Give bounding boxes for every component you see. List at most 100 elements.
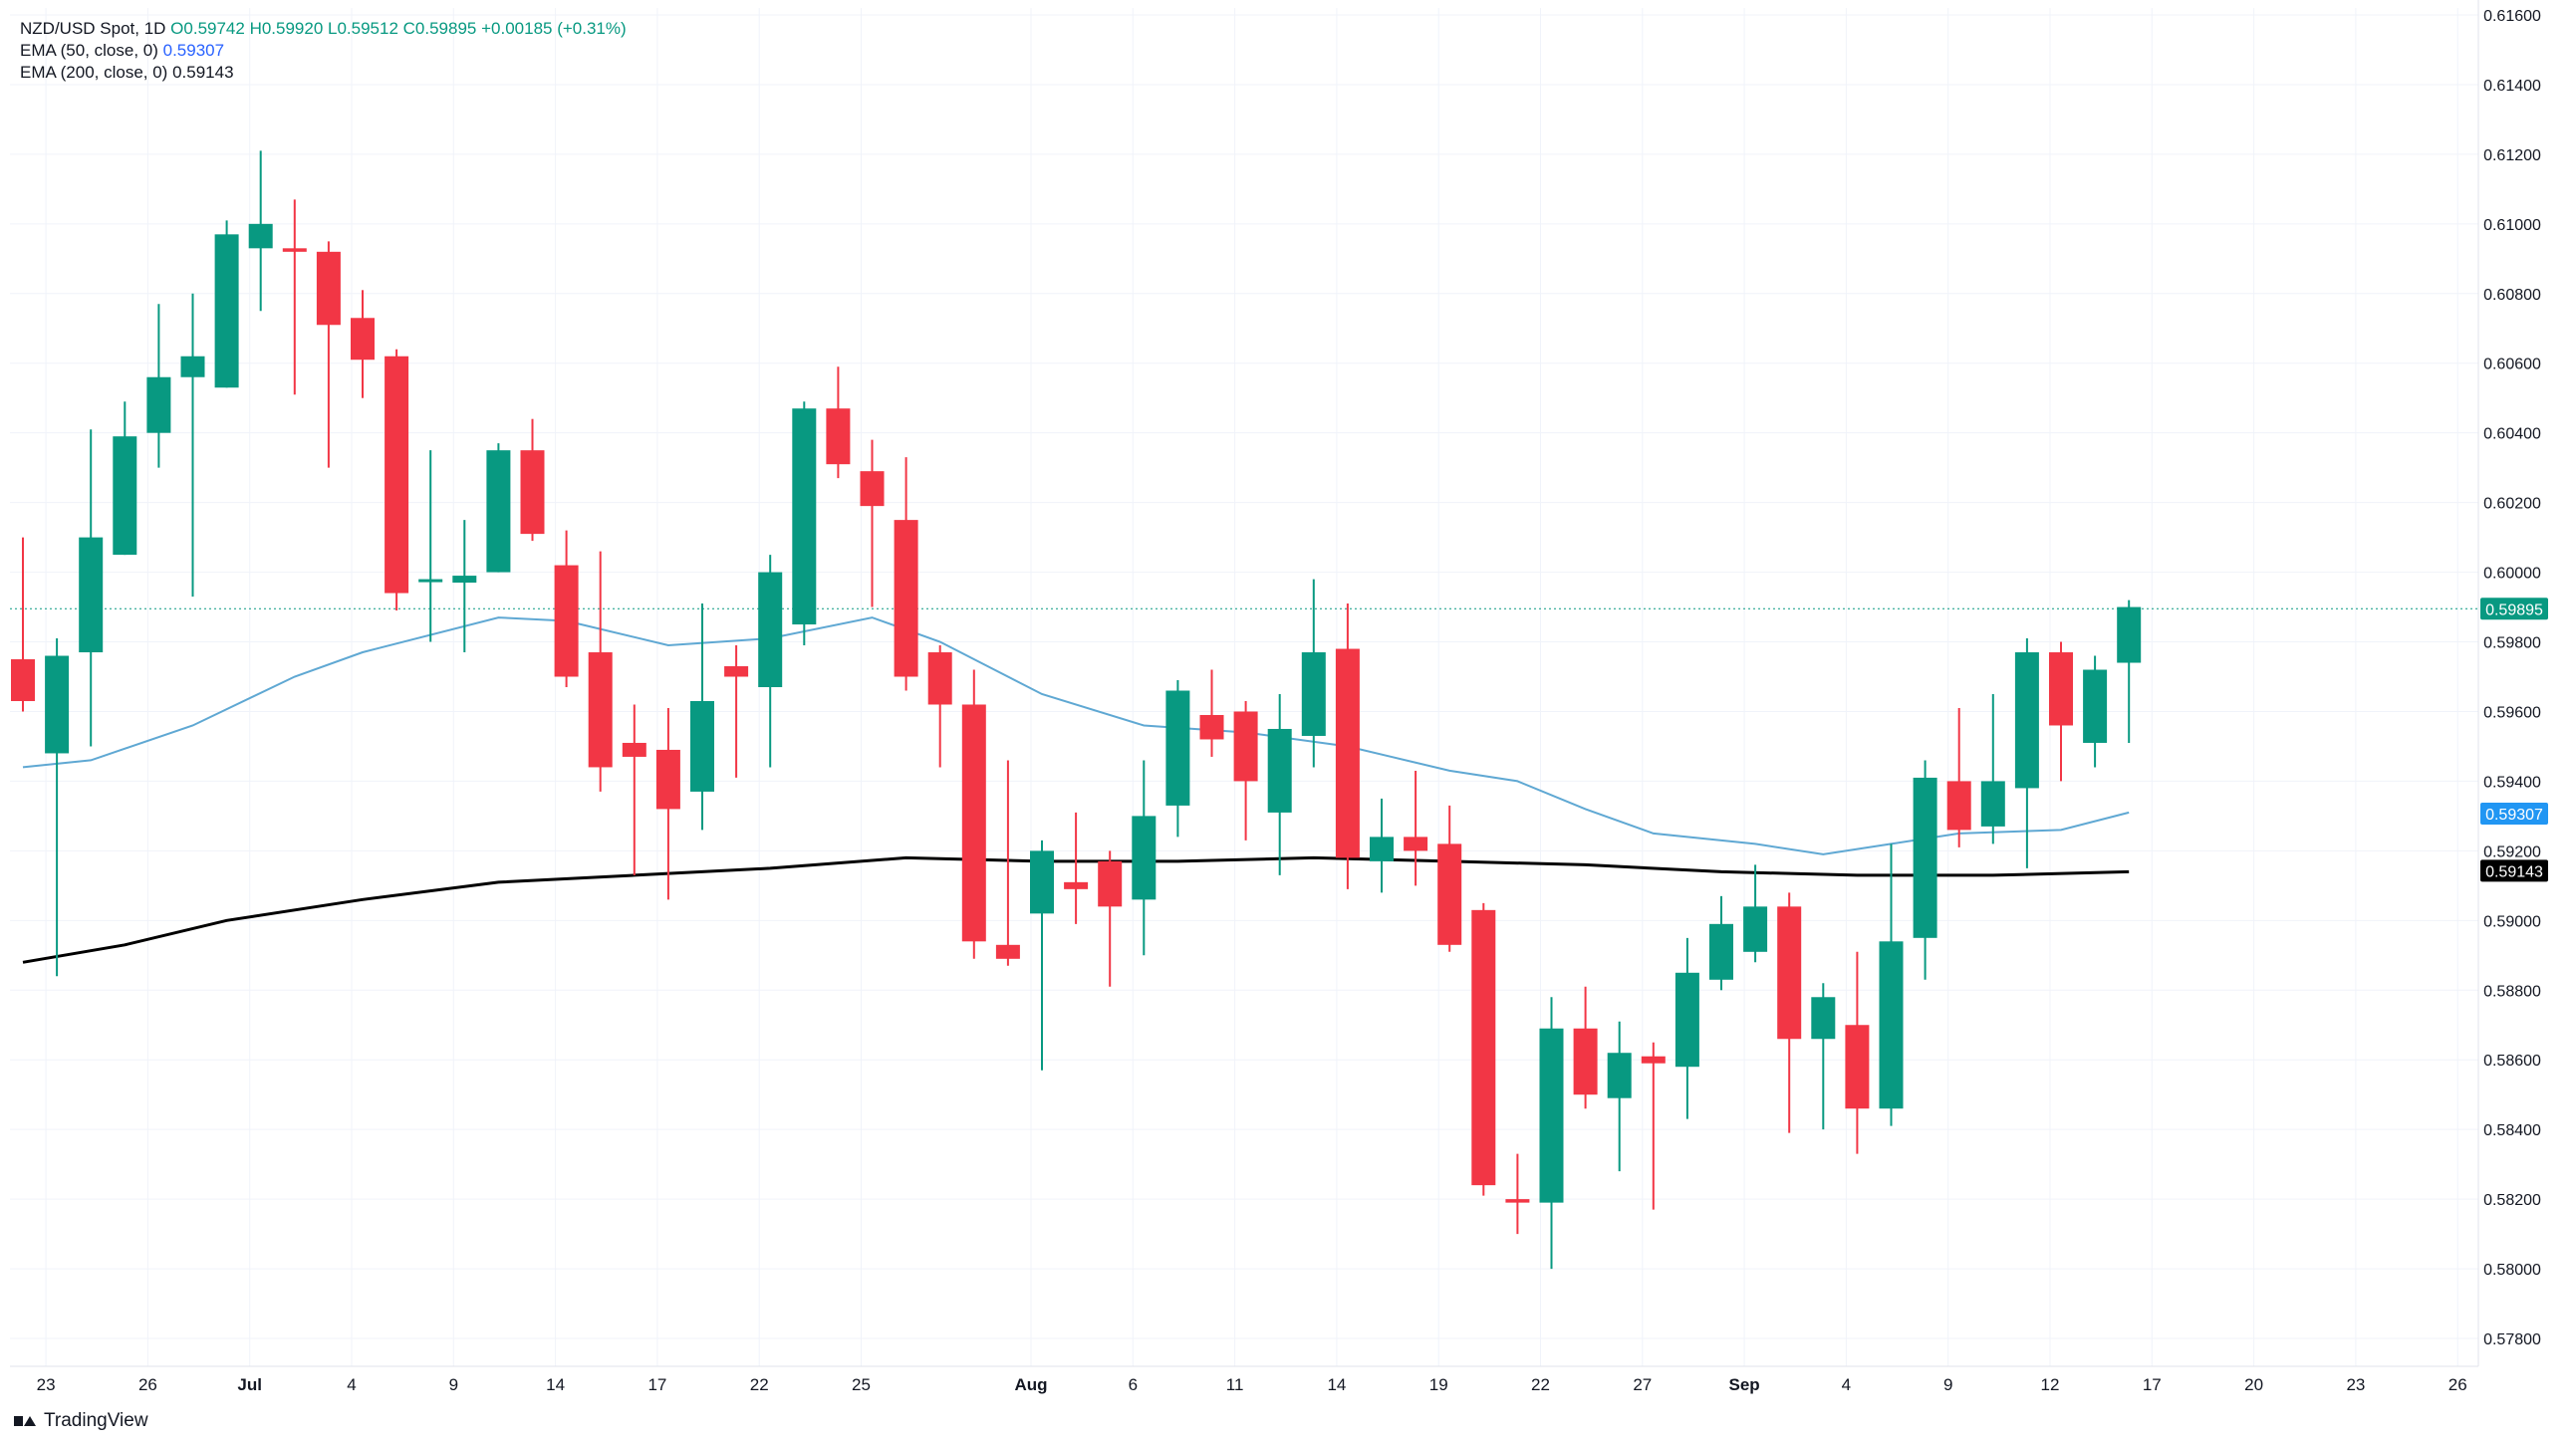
candle-body [2049, 652, 2073, 726]
candle [1811, 983, 1836, 1130]
price-tick-label: 0.59000 [2483, 913, 2541, 930]
candle [724, 645, 749, 778]
ema50-tag: 0.59307 [2480, 802, 2548, 825]
chart-grid [10, 8, 2478, 1366]
legend-ema50-row[interactable]: EMA (50, close, 0) 0.59307 [20, 40, 627, 62]
brand-name: TradingView [44, 1410, 148, 1431]
candle [961, 669, 986, 959]
candle [792, 401, 817, 646]
price-tick-label: 0.60600 [2483, 357, 2541, 373]
legend-ema200-value: 0.59143 [172, 63, 234, 82]
tradingview-logo-icon [14, 1414, 36, 1428]
candle [1845, 951, 1870, 1154]
candle [1505, 1153, 1530, 1235]
time-tick-label: 27 [1633, 1375, 1652, 1394]
time-tick-label: Aug [1014, 1375, 1047, 1394]
time-tick-label: 14 [546, 1375, 565, 1394]
candle-body [1980, 781, 2005, 827]
last-price-tag-bg [2480, 598, 2548, 620]
time-tick-label: 17 [647, 1375, 666, 1394]
time-tick-label: Jul [237, 1375, 262, 1394]
price-axis[interactable]: 0.57800 0.58000 0.58200 0.58400 0.58600 0.588… [2483, 8, 2541, 1348]
candle-body [1335, 648, 1360, 858]
time-tick-label: 11 [1226, 1375, 1244, 1394]
candle-body [2083, 669, 2108, 743]
candle-body [655, 749, 680, 810]
candle [1674, 937, 1699, 1119]
last-price-tag-label: 0.59895 [2485, 601, 2543, 618]
candle [248, 150, 273, 312]
candles [11, 150, 2142, 1270]
time-tick-label: 17 [2143, 1375, 2162, 1394]
candle-body [1913, 777, 1937, 938]
legend-ohlc: O0.59742 H0.59920 L0.59512 C0.59895 +0.0… [170, 19, 627, 38]
legend-ema200-row[interactable]: EMA (200, close, 0) 0.59143 [20, 62, 627, 84]
candle [1743, 864, 1768, 963]
candle [11, 537, 35, 712]
price-tick-label: 0.58800 [2483, 983, 2541, 1000]
legend-symbol-row[interactable]: NZD/USD Spot, 1D O0.59742 H0.59920 L0.59… [20, 18, 627, 40]
candle [1573, 986, 1598, 1109]
candle [1946, 707, 1971, 847]
ema200-tag-label: 0.59143 [2485, 863, 2543, 880]
price-tick-label: 0.60000 [2483, 566, 2541, 583]
candle-body [1132, 816, 1157, 900]
candle-body [826, 408, 851, 465]
candle-body [1879, 941, 1904, 1109]
price-tags: 0.59895 0.59307 0.59143 [2480, 598, 2548, 882]
candle [860, 439, 885, 607]
ema200-tag: 0.59143 [2480, 859, 2548, 882]
candle-body [690, 700, 714, 792]
time-axis[interactable]: 23 26 Jul 4 9 14 17 22 25 Aug 6 11 14 19 22 27 Sep 4 9 12 17… [37, 1375, 2467, 1394]
time-tick-label: Sep [1729, 1375, 1760, 1394]
candle [588, 551, 613, 792]
candle-body [113, 436, 137, 556]
price-tick-label: 0.61200 [2483, 147, 2541, 164]
candle-body [351, 318, 375, 361]
candle [486, 443, 511, 573]
candle-body [894, 520, 918, 677]
candle-body [180, 356, 205, 377]
price-tick-label: 0.60800 [2483, 287, 2541, 304]
candle-body [1743, 906, 1768, 952]
candle [1370, 798, 1394, 893]
price-tick-label: 0.60200 [2483, 496, 2541, 513]
legend-ema200-label: EMA (200, close, 0) [20, 63, 168, 82]
time-tick-label: 25 [852, 1375, 871, 1394]
price-tick-label: 0.60400 [2483, 426, 2541, 443]
candle [282, 199, 307, 395]
candle-body [11, 659, 35, 701]
candle-body [1199, 714, 1224, 740]
candle-body [45, 655, 70, 754]
candle-body [1607, 1053, 1632, 1098]
ema200-tag-bg [2480, 859, 2548, 882]
time-tick-label: 22 [1531, 1375, 1550, 1394]
candle [1199, 669, 1224, 757]
price-tick-label: 0.58400 [2483, 1122, 2541, 1139]
candle [2117, 600, 2142, 743]
price-tick-label: 0.59600 [2483, 704, 2541, 721]
price-tick-label: 0.61400 [2483, 78, 2541, 95]
candle-body [927, 652, 952, 705]
time-tick-label: 6 [1129, 1375, 1138, 1394]
candle [927, 645, 952, 768]
time-tick-label: 12 [2041, 1375, 2060, 1394]
last-price-tag: 0.59895 [2480, 598, 2548, 620]
candle [1335, 603, 1360, 889]
candle-body [792, 408, 817, 625]
candle [1607, 1021, 1632, 1172]
candle-body [1709, 923, 1733, 980]
candle-body [1674, 972, 1699, 1068]
candle [1132, 760, 1157, 956]
candle [995, 760, 1020, 966]
candle-body [316, 251, 341, 326]
candle-body [1370, 837, 1394, 861]
tradingview-brand[interactable]: TradingView [14, 1410, 148, 1432]
candle [1233, 700, 1258, 841]
candle-body [2117, 606, 2142, 663]
candle-body [2014, 652, 2039, 789]
ema50-line [22, 616, 2130, 855]
candle-body [1845, 1025, 1870, 1109]
legend-ema50-label: EMA (50, close, 0) [20, 41, 158, 60]
